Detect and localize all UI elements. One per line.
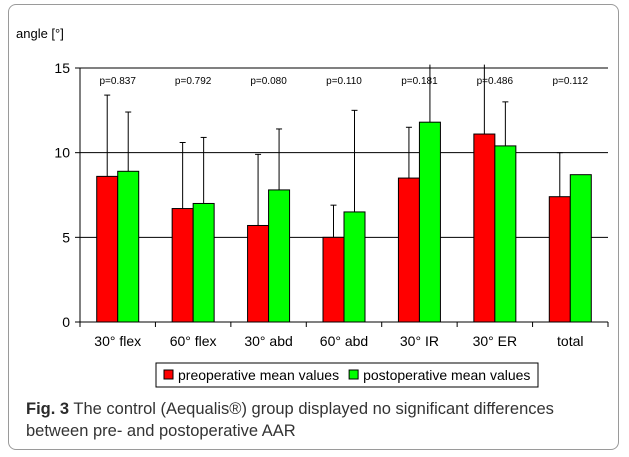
bar-preoperative	[548, 196, 571, 323]
y-tick-label: 0	[62, 314, 70, 330]
legend-box	[155, 362, 539, 388]
figure-label: Fig. 3	[26, 400, 70, 418]
y-tick-label: 15	[54, 60, 70, 76]
p-value-label: p=0.181	[401, 76, 438, 87]
p-value-label: p=0.112	[552, 76, 588, 87]
x-tick-label: 30° ER	[473, 333, 518, 349]
bar-postoperative	[192, 202, 215, 323]
y-tick-label: 5	[62, 229, 70, 245]
bar-preoperative	[397, 177, 420, 323]
p-value-label: p=0.792	[175, 76, 212, 87]
x-tick-label: 60° flex	[170, 333, 217, 349]
bar-preoperative	[322, 236, 345, 323]
x-tick-label: total	[557, 333, 583, 349]
caption-text: The control (Aequalis®) group displayed …	[26, 400, 554, 440]
p-value-label: p=0.110	[326, 76, 362, 87]
y-axis-label: angle [°]	[16, 26, 64, 41]
bar-preoperative	[171, 208, 194, 323]
x-tick-label: 30° IR	[400, 333, 439, 349]
legend-swatch-preoperative	[163, 369, 174, 380]
p-value-label: p=0.837	[99, 76, 136, 87]
figure-caption: Fig. 3 The control (Aequalis®) group dis…	[26, 398, 616, 442]
x-tick-label: 30° flex	[94, 333, 141, 349]
x-tick-label: 60° abd	[320, 333, 368, 349]
bar-postoperative	[418, 121, 441, 323]
bar-postoperative	[569, 174, 592, 323]
bar-chart: angle [°] 0 5 10 15 30° flex p=0.837 60° flex p…	[16, 26, 609, 388]
bar-postoperative	[343, 211, 366, 323]
p-value-label: p=0.080	[250, 76, 287, 87]
y-tick-label: 10	[54, 145, 70, 161]
legend-label-preoperative: preoperative mean values	[178, 367, 339, 383]
bar-preoperative	[473, 133, 496, 323]
bar-postoperative	[117, 170, 140, 323]
bar-preoperative	[247, 224, 270, 323]
legend-swatch-postoperative	[348, 369, 359, 380]
p-value-label: p=0.486	[477, 76, 514, 87]
x-tick-label: 30° abd	[244, 333, 292, 349]
bar-postoperative	[494, 145, 517, 323]
legend-label-postoperative: postoperative mean values	[363, 367, 530, 383]
bar-postoperative	[268, 189, 291, 323]
bar-preoperative	[96, 175, 119, 323]
